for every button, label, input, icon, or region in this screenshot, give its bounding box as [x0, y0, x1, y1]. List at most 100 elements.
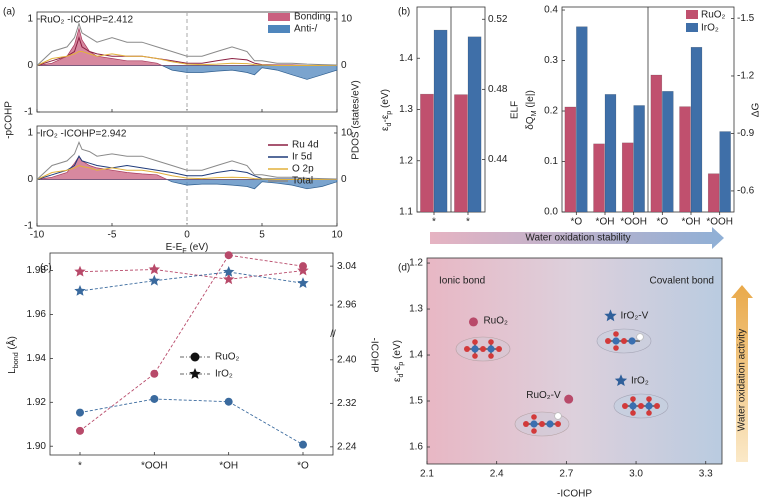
bar — [690, 46, 703, 213]
y-tick-label: 1.2 — [409, 258, 423, 269]
label-part: d — [396, 374, 405, 378]
molecule — [514, 411, 570, 437]
circle-marker — [150, 394, 159, 403]
bar — [621, 142, 634, 213]
activity-label: Water oxidation activity — [737, 329, 748, 431]
y-tick-label: 1.96 — [27, 309, 47, 320]
y-tick-label: 1.3 — [409, 304, 423, 315]
x-tick-label: *O — [297, 461, 309, 472]
y2-tick-label: 10 — [341, 14, 353, 25]
pdos-line — [36, 140, 338, 180]
y-tick-label: 0 — [27, 60, 33, 71]
molecule-icons — [455, 328, 669, 437]
star-marker — [297, 277, 309, 288]
point-label: RuO₂-V — [526, 390, 561, 401]
y2-tick-label: 0.44 — [488, 154, 508, 165]
circle-marker — [76, 426, 84, 435]
y2-tick-label: -0.6 — [737, 186, 755, 197]
label-part: E-E — [166, 242, 183, 253]
star-marker — [74, 265, 86, 277]
y-tick-label: 0 — [27, 174, 33, 185]
bar — [633, 105, 645, 213]
y-tick-label: 1.4 — [399, 53, 413, 64]
y-tick-label: 0.2 — [544, 106, 558, 117]
circle-marker — [564, 394, 574, 404]
circle-marker — [224, 251, 233, 260]
activity-arrow — [731, 285, 753, 462]
y2-axis-label: PDOS (states/eV) — [351, 80, 362, 159]
bar — [454, 94, 468, 213]
molecule — [455, 336, 511, 362]
bar — [564, 106, 577, 213]
star-marker — [223, 273, 235, 285]
label-part: (eV) — [187, 242, 209, 253]
bar — [679, 106, 691, 213]
y-tick-label: 1 — [27, 128, 33, 139]
label-part: p — [384, 111, 393, 115]
circle-marker — [150, 369, 159, 378]
legend-swatch — [686, 10, 698, 19]
label-part: d — [384, 123, 393, 127]
legend-swatch — [268, 25, 290, 33]
legend-star — [189, 368, 201, 379]
x-tick-label: *O — [656, 217, 668, 228]
y2-axis-label: -ICOHP — [368, 338, 379, 373]
y2-tick-label: 0 — [341, 174, 347, 185]
circle-marker — [224, 397, 233, 406]
series-line — [79, 269, 304, 280]
plot-background — [427, 258, 722, 464]
x-tick-label: 0 — [184, 230, 190, 241]
star-marker — [148, 263, 160, 275]
pdos-line — [36, 21, 338, 66]
bar — [719, 131, 731, 213]
label-part: F — [182, 246, 187, 255]
bar — [420, 93, 434, 213]
x-tick-label: 5 — [259, 230, 265, 241]
region-label: Ionic bond — [439, 276, 485, 287]
bar — [593, 143, 605, 213]
point-label: IrO₂ — [631, 375, 649, 386]
label-part: (|e|) — [525, 90, 536, 110]
y2-tick-label: -1.2 — [737, 71, 755, 82]
annotation: RuO₂ -ICOHP=2.412 — [40, 15, 134, 26]
x-tick-label: -10 — [30, 230, 45, 241]
y2-axis-label: ELF — [510, 101, 521, 119]
legend-swatch — [686, 23, 698, 32]
y-tick-label: 1.94 — [27, 353, 47, 364]
y2-axis-label: ΔG — [751, 103, 760, 118]
panel-label: (a) — [3, 7, 15, 18]
label-part: (Å) — [5, 336, 18, 352]
y-tick-label: 1.3 — [399, 104, 413, 115]
bar — [650, 74, 663, 213]
y-axis-label: εd-εp (eV) — [380, 89, 394, 131]
y-axis-label: εd-εp (eV) — [392, 340, 406, 382]
star-marker — [223, 266, 235, 277]
legend-label: RuO₂ — [701, 10, 726, 21]
legend-circle — [190, 352, 200, 362]
x-axis-label: -ICOHP — [557, 489, 592, 500]
molecule — [596, 328, 652, 354]
region-label: Covalent bond — [650, 276, 715, 287]
y-tick-label: 0.1 — [544, 156, 558, 167]
stability-arrow — [430, 227, 724, 249]
x-tick-label: 2.1 — [420, 469, 434, 480]
legend-label: IrO₂ — [215, 369, 233, 380]
y2-tick-label: 0.48 — [488, 84, 508, 95]
background-layer — [427, 258, 722, 464]
y-tick-label: 0.4 — [544, 5, 558, 16]
star-marker — [604, 309, 617, 322]
y2-tick-label: -1.5 — [737, 13, 755, 24]
legend-label: O 2p — [292, 164, 314, 175]
y-axis-label: -pCOHP — [4, 101, 15, 139]
series-line — [79, 254, 304, 432]
bar — [604, 94, 617, 213]
legend-label: IrO₂ — [701, 23, 719, 34]
label-part: -ε — [392, 365, 403, 373]
plot-frame — [49, 252, 334, 456]
x-tick-label: *OH — [219, 461, 238, 472]
y2-tick-label: 2.96 — [337, 300, 357, 311]
label-part: p — [396, 362, 405, 366]
star-marker — [148, 274, 160, 286]
label-part: M — [529, 110, 538, 116]
legend-label: RuO₂ — [215, 352, 240, 363]
